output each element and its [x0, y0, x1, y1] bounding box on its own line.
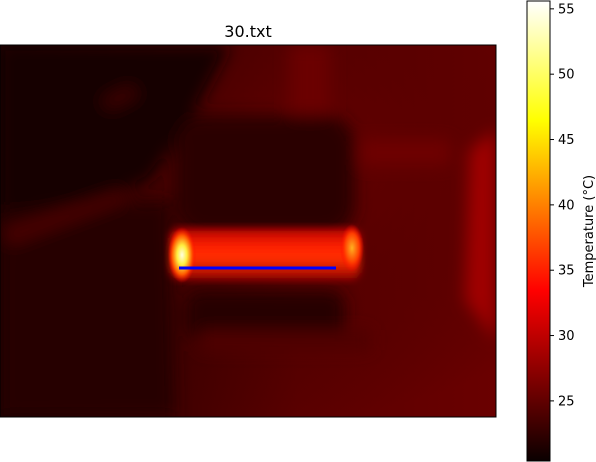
colorbar-tick-label: 45 — [558, 133, 575, 148]
left-hotspot — [168, 227, 196, 283]
colorbar-tick-label: 50 — [558, 68, 575, 83]
thermal-structures — [0, 45, 496, 417]
chart-title: 30.txt — [224, 22, 271, 41]
plot-frame — [0, 44, 497, 418]
colorbar-tick-label: 55 — [558, 2, 575, 17]
colorbar-tick-label: 35 — [558, 264, 575, 279]
colorbar-tick-label: 40 — [558, 198, 575, 213]
colorbar — [526, 0, 551, 462]
heatmap-image — [0, 45, 496, 417]
colorbar-tick-label: 30 — [558, 329, 575, 344]
colorbar-ticks: 25 30 35 40 45 50 55 — [550, 2, 575, 409]
hot-bar — [170, 228, 360, 280]
colorbar-tick-label: 25 — [558, 394, 575, 409]
colorbar-label: Temperature (°C) — [582, 175, 596, 288]
right-hotspot — [340, 224, 364, 272]
